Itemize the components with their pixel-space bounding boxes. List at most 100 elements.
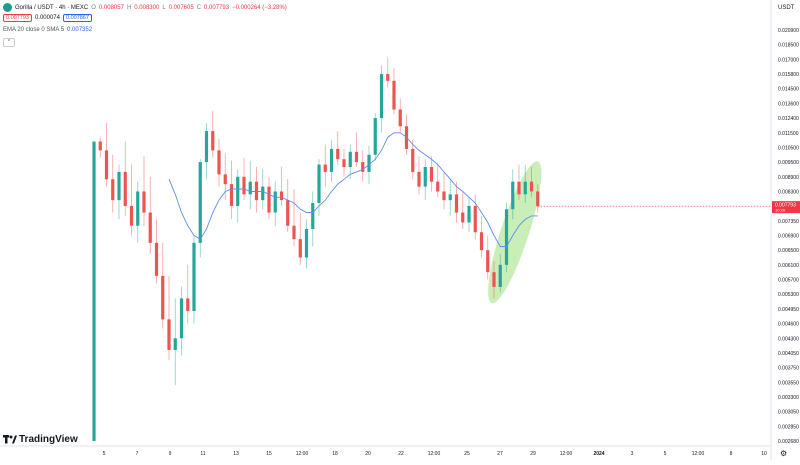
candle bbox=[329, 140, 334, 182]
candle-body bbox=[492, 272, 496, 287]
ema-legend: EMA 20 close 0 SMA 5 0.007352 bbox=[3, 27, 92, 33]
candle-body bbox=[348, 151, 352, 167]
y-tick-label: 0.003750 bbox=[778, 366, 799, 372]
candle bbox=[454, 181, 459, 223]
y-tick-label: 0.017000 bbox=[778, 57, 799, 63]
candle bbox=[379, 65, 384, 133]
candle bbox=[173, 298, 177, 386]
candle bbox=[479, 215, 484, 258]
candle bbox=[273, 181, 277, 226]
ohlc-close-key: C bbox=[196, 4, 202, 11]
tradingview-logo[interactable]: TradingView bbox=[3, 434, 78, 445]
sell-price-button[interactable]: 0.007793 bbox=[3, 14, 32, 22]
candle-body bbox=[267, 186, 271, 213]
x-tick-label: 7 bbox=[136, 451, 139, 457]
candle-body bbox=[429, 167, 434, 182]
candle-body bbox=[311, 203, 315, 229]
y-tick-label: 0.007350 bbox=[778, 219, 799, 225]
candle-body bbox=[129, 205, 134, 226]
candle-body bbox=[298, 239, 302, 258]
y-tick-label: 0.003050 bbox=[778, 410, 799, 416]
candle bbox=[236, 169, 240, 223]
candle-body bbox=[204, 131, 209, 163]
candle-body bbox=[361, 162, 365, 172]
x-tick-label: 5 bbox=[664, 451, 667, 457]
ohlc-high-key: H bbox=[126, 4, 132, 11]
settings-gear-icon[interactable]: ⚙ bbox=[780, 449, 788, 458]
candle-body bbox=[273, 191, 277, 213]
y-tick-label: 0.018500 bbox=[778, 43, 799, 49]
candle bbox=[386, 57, 390, 88]
ohlc-low-key: L bbox=[162, 4, 166, 11]
candle bbox=[242, 157, 246, 201]
currency-selector[interactable]: USDT bbox=[778, 5, 795, 11]
candle bbox=[361, 150, 365, 182]
x-tick-label: 25 bbox=[464, 451, 470, 457]
y-tick-label: 0.003300 bbox=[778, 395, 799, 401]
x-tick-label: 12:00 bbox=[296, 451, 309, 457]
y-tick-label: 0.006900 bbox=[778, 234, 799, 240]
candle bbox=[498, 253, 502, 293]
candle bbox=[336, 131, 340, 165]
y-tick-label: 0.003550 bbox=[778, 380, 799, 386]
candle bbox=[267, 176, 271, 220]
candle bbox=[123, 141, 127, 216]
candle-body bbox=[242, 176, 246, 195]
candle-body bbox=[111, 179, 115, 201]
candle bbox=[161, 242, 165, 329]
candle bbox=[417, 156, 421, 195]
candle-body bbox=[173, 338, 177, 350]
candle-body bbox=[167, 319, 171, 350]
tradingview-logo-icon bbox=[3, 435, 17, 444]
candle bbox=[217, 138, 221, 187]
candle bbox=[423, 159, 427, 201]
candle-body bbox=[504, 209, 509, 265]
candle-body bbox=[92, 141, 96, 442]
candle-body bbox=[317, 164, 321, 204]
x-tick-label: 22 bbox=[398, 451, 404, 457]
candle-body bbox=[342, 159, 346, 167]
x-tick-label: 20 bbox=[365, 451, 371, 457]
candle bbox=[373, 113, 377, 161]
candle bbox=[342, 148, 346, 177]
y-tick-label: 0.009500 bbox=[778, 160, 799, 166]
candle-body bbox=[236, 176, 240, 206]
candle bbox=[261, 169, 265, 210]
candle-body bbox=[329, 148, 334, 172]
candle bbox=[467, 197, 471, 233]
candle-body bbox=[373, 118, 377, 155]
candle-body bbox=[423, 167, 427, 187]
candle-body bbox=[229, 184, 234, 206]
buy-price-button[interactable]: 0.007867 bbox=[62, 14, 92, 22]
y-tick-label: 0.011500 bbox=[778, 131, 799, 137]
candle-body bbox=[117, 171, 121, 201]
candle-body bbox=[279, 191, 284, 201]
candle bbox=[248, 160, 252, 210]
ohlc-open: 0.008057 bbox=[98, 4, 124, 11]
candle bbox=[536, 184, 540, 213]
x-tick-label: 10 bbox=[761, 451, 767, 457]
x-tick-label: 12:00 bbox=[560, 451, 573, 457]
candle-body bbox=[536, 191, 540, 207]
candle-body bbox=[154, 242, 159, 276]
candle-body bbox=[517, 181, 521, 195]
ema-line bbox=[168, 132, 538, 247]
candle-body bbox=[261, 186, 265, 201]
ema-indicator-label[interactable]: EMA 20 close 0 SMA 5 bbox=[3, 27, 65, 33]
collapse-legend-button[interactable]: ^ bbox=[3, 38, 15, 47]
y-tick-label: 0.014500 bbox=[778, 87, 799, 93]
candle-body bbox=[411, 148, 415, 172]
spread-value: 0.000074 bbox=[34, 15, 60, 21]
candle bbox=[392, 67, 396, 115]
candle bbox=[223, 153, 227, 201]
candle bbox=[154, 219, 159, 284]
candle bbox=[117, 164, 121, 220]
symbol-title[interactable]: Gorilla / USDT · 4h · MEXC bbox=[15, 4, 89, 11]
y-tick-label: 0.004050 bbox=[778, 351, 799, 357]
candle-body bbox=[417, 171, 421, 187]
x-tick-label: 12:00 bbox=[428, 451, 441, 457]
candle bbox=[311, 191, 315, 247]
y-tick-label: 0.010500 bbox=[778, 145, 799, 151]
